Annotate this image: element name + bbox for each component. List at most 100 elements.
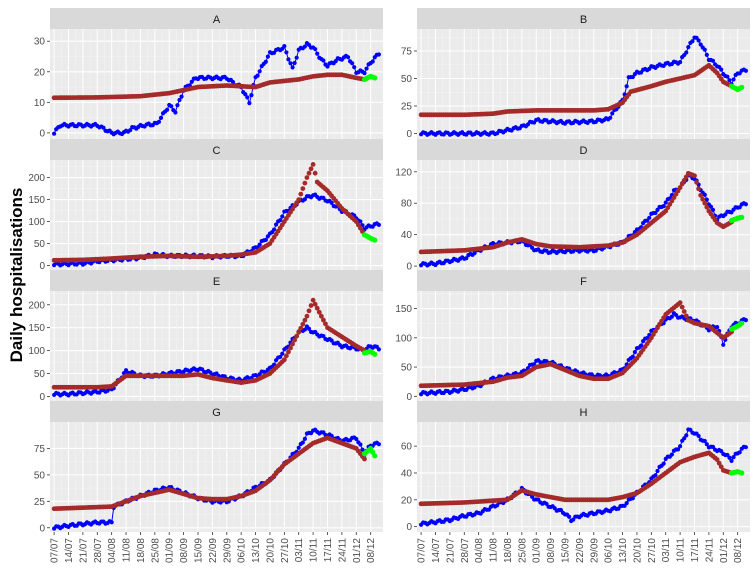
x-tick-label: 01/09: [165, 538, 176, 563]
observed-point: [189, 79, 194, 84]
x-tick-label: 01/12: [719, 538, 730, 563]
strip-a: [50, 8, 383, 29]
fitted-point: [683, 174, 689, 180]
observed-point: [177, 97, 182, 103]
strip-f: [417, 270, 750, 291]
observed-point: [632, 350, 637, 355]
fitted-point: [298, 191, 304, 197]
observed-point: [630, 354, 635, 359]
observed-point: [274, 222, 279, 227]
x-tick-label: 08/12: [366, 538, 377, 563]
observed-point: [376, 52, 381, 57]
fitted-point: [320, 317, 326, 323]
fitted-point: [696, 186, 702, 192]
fitted-point: [300, 321, 306, 327]
fitted-point: [698, 192, 704, 198]
observed-point: [743, 202, 748, 207]
x-tick-label: 28/07: [93, 538, 104, 563]
fitted-point: [304, 313, 310, 319]
observed-point: [690, 39, 695, 44]
observed-point: [255, 73, 260, 78]
forecast-point: [739, 84, 745, 90]
y-tick-label: 75: [401, 47, 413, 58]
fitted-point: [318, 313, 324, 319]
observed-point: [655, 468, 660, 474]
observed-point: [257, 69, 262, 74]
observed-point: [630, 74, 635, 80]
x-tick-label: 17/11: [323, 538, 334, 563]
x-tick-label: 08/09: [179, 538, 190, 563]
y-tick-label: 50: [34, 239, 46, 250]
x-tick-label: 20/10: [265, 538, 276, 563]
fitted-point: [683, 313, 689, 319]
x-tick-label: 03/11: [294, 538, 305, 563]
observed-point: [729, 458, 734, 463]
observed-point: [655, 207, 660, 212]
x-tick-label: 14/07: [64, 538, 75, 563]
observed-point: [567, 514, 572, 519]
observed-point: [288, 61, 293, 66]
fitted-point: [302, 180, 308, 186]
observed-point: [710, 207, 716, 212]
y-tick-label: 200: [28, 173, 45, 184]
x-tick-label: 08/12: [733, 538, 744, 563]
observed-point: [165, 107, 170, 112]
observed-point: [684, 50, 689, 55]
observed-point: [725, 74, 730, 79]
y-tick-label: 20: [34, 67, 46, 78]
fitted-point: [308, 166, 314, 172]
fitted-point: [704, 204, 710, 210]
observed-point: [743, 318, 748, 323]
observed-point: [624, 500, 629, 506]
fitted-point: [286, 349, 291, 355]
y-tick-label: 0: [39, 128, 45, 139]
observed-point: [282, 43, 287, 49]
observed-point: [675, 447, 681, 452]
fitted-point: [296, 197, 302, 203]
panel-d: D 0 40 80 120: [395, 139, 750, 273]
y-tick-label: 40: [401, 468, 413, 479]
observed-point: [704, 442, 709, 447]
y-tick-label: 100: [395, 333, 412, 344]
fitted-point: [681, 309, 687, 314]
fitted-point: [692, 173, 697, 179]
y-tick-label: 120: [395, 167, 412, 178]
y-tick-label: 50: [34, 470, 46, 481]
x-tick-label: 24/11: [704, 538, 715, 563]
x-tick-label: 10/11: [309, 538, 320, 563]
y-tick-label: 100: [28, 346, 45, 357]
y-tick-label: 75: [34, 444, 46, 455]
observed-point: [624, 84, 629, 89]
y-tick-label: 50: [401, 74, 413, 85]
x-tick-label: 27/10: [647, 538, 658, 563]
x-tick-label: 01/12: [352, 538, 363, 563]
x-tick-label: 18/08: [136, 538, 147, 563]
observed-point: [719, 67, 724, 72]
strip-c: [50, 139, 383, 160]
y-axis-label: Daily hospitalisations: [7, 188, 26, 363]
observed-point: [263, 237, 268, 242]
x-tick-label: 25/08: [517, 538, 528, 563]
x-tick-label: 29/09: [222, 538, 233, 563]
x-tick-label: 15/09: [561, 538, 572, 563]
observed-point: [296, 445, 301, 450]
x-tick-label: 04/08: [107, 538, 118, 563]
observed-point: [263, 59, 268, 64]
fitted-point: [323, 321, 328, 327]
x-tick-label: 22/09: [575, 538, 586, 563]
panel-a: A 0 10 20 30: [34, 8, 383, 139]
strip-h: [417, 401, 750, 422]
fitted-point: [700, 196, 706, 202]
fitted-point: [306, 308, 312, 314]
observed-point: [731, 77, 736, 82]
observed-point: [743, 68, 748, 73]
observed-point: [179, 94, 184, 99]
panel-c: C 0 50 100 150 200: [28, 139, 383, 272]
observed-point: [286, 57, 291, 62]
x-tick-label: 21/07: [78, 538, 89, 563]
observed-point: [321, 333, 326, 339]
x-tick-label: 06/10: [604, 538, 615, 563]
forecast-point: [739, 214, 745, 220]
fitted-point: [304, 175, 310, 181]
y-tick-label: 0: [39, 523, 45, 534]
